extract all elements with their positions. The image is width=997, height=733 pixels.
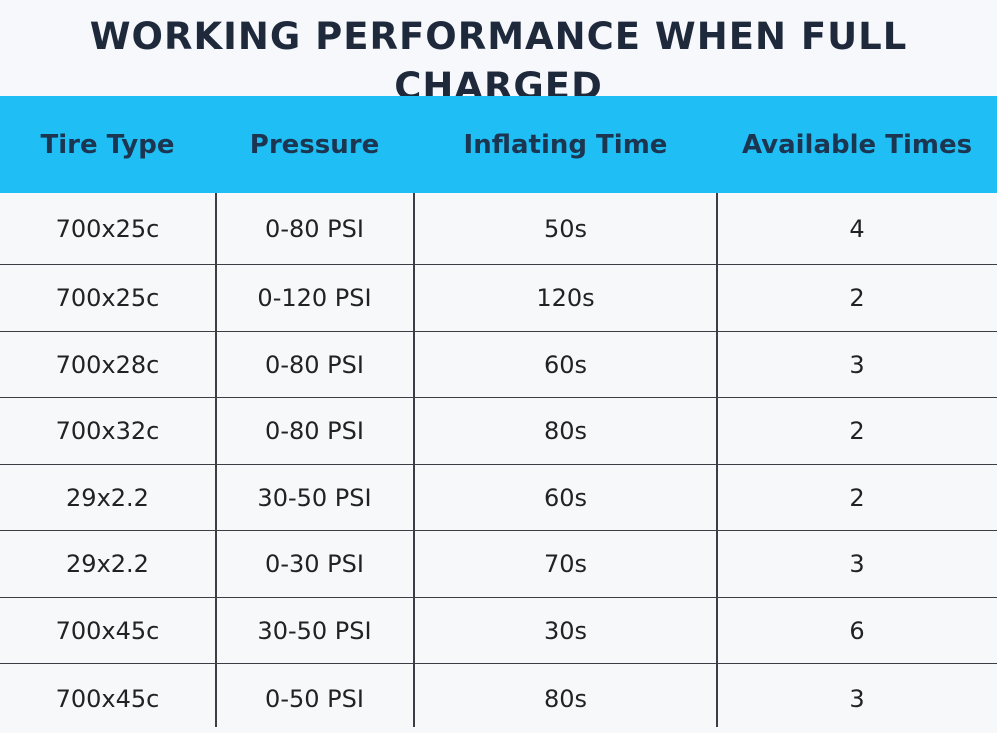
cell-pressure: 0-80 PSI bbox=[265, 350, 364, 379]
cell-tire-type: 700x45c bbox=[55, 684, 160, 713]
cell-pressure: 0-120 PSI bbox=[257, 284, 372, 312]
cell-pressure: 0-80 PSI bbox=[265, 214, 364, 243]
header-inflating-time: Inflating Time bbox=[463, 129, 668, 160]
column-divider bbox=[716, 193, 718, 727]
table-row: 29x2.2 30-50 PSI 60s 2 bbox=[0, 465, 997, 531]
cell-inflating-time: 60s bbox=[543, 483, 588, 512]
header-tire-type: Tire Type bbox=[40, 129, 175, 160]
cell-available-times: 2 bbox=[849, 417, 865, 445]
cell-inflating-time: 60s bbox=[543, 350, 588, 379]
cell-available-times: 2 bbox=[849, 483, 865, 512]
cell-inflating-time: 30s bbox=[543, 616, 588, 645]
cell-tire-type: 700x32c bbox=[55, 417, 160, 445]
cell-available-times: 6 bbox=[849, 616, 865, 645]
table-body: 700x25c 0-80 PSI 50s 4 700x25c 0-120 PSI… bbox=[0, 193, 997, 733]
cell-available-times: 2 bbox=[849, 284, 865, 312]
page-title: WORKING PERFORMANCE WHEN FULL CHARGED bbox=[89, 15, 908, 108]
table-header: Tire Type Pressure Inflating Time Availa… bbox=[0, 96, 997, 193]
table-row: 700x25c 0-80 PSI 50s 4 bbox=[0, 193, 997, 265]
cell-pressure: 30-50 PSI bbox=[257, 483, 372, 512]
cell-available-times: 4 bbox=[849, 214, 865, 243]
table-row: 700x45c 0-50 PSI 80s 3 bbox=[0, 664, 997, 733]
cell-tire-type: 700x25c bbox=[55, 214, 160, 243]
table-row: 700x45c 30-50 PSI 30s 6 bbox=[0, 598, 997, 664]
cell-tire-type: 700x28c bbox=[55, 350, 160, 379]
cell-pressure: 0-80 PSI bbox=[265, 417, 364, 445]
cell-tire-type: 29x2.2 bbox=[66, 550, 149, 578]
cell-inflating-time: 120s bbox=[536, 284, 595, 312]
cell-pressure: 0-50 PSI bbox=[265, 684, 364, 713]
cell-inflating-time: 50s bbox=[543, 214, 588, 243]
cell-inflating-time: 80s bbox=[543, 417, 588, 445]
cell-pressure: 30-50 PSI bbox=[257, 616, 372, 645]
table-row: 700x32c 0-80 PSI 80s 2 bbox=[0, 398, 997, 465]
table-row: 29x2.2 0-30 PSI 70s 3 bbox=[0, 531, 997, 598]
table-row: 700x25c 0-120 PSI 120s 2 bbox=[0, 265, 997, 332]
header-pressure: Pressure bbox=[249, 129, 380, 160]
title-area: WORKING PERFORMANCE WHEN FULL CHARGED bbox=[0, 0, 997, 108]
cell-inflating-time: 80s bbox=[543, 684, 588, 713]
cell-available-times: 3 bbox=[849, 550, 865, 578]
cell-available-times: 3 bbox=[849, 350, 865, 379]
cell-tire-type: 700x25c bbox=[55, 284, 160, 312]
cell-tire-type: 700x45c bbox=[55, 616, 160, 645]
cell-tire-type: 29x2.2 bbox=[66, 483, 149, 512]
cell-available-times: 3 bbox=[849, 684, 865, 713]
table-row: 700x28c 0-80 PSI 60s 3 bbox=[0, 332, 997, 398]
column-divider bbox=[215, 193, 217, 727]
column-divider bbox=[413, 193, 415, 727]
cell-pressure: 0-30 PSI bbox=[265, 550, 364, 578]
cell-inflating-time: 70s bbox=[543, 550, 588, 578]
header-available-times: Available Times bbox=[741, 129, 973, 160]
